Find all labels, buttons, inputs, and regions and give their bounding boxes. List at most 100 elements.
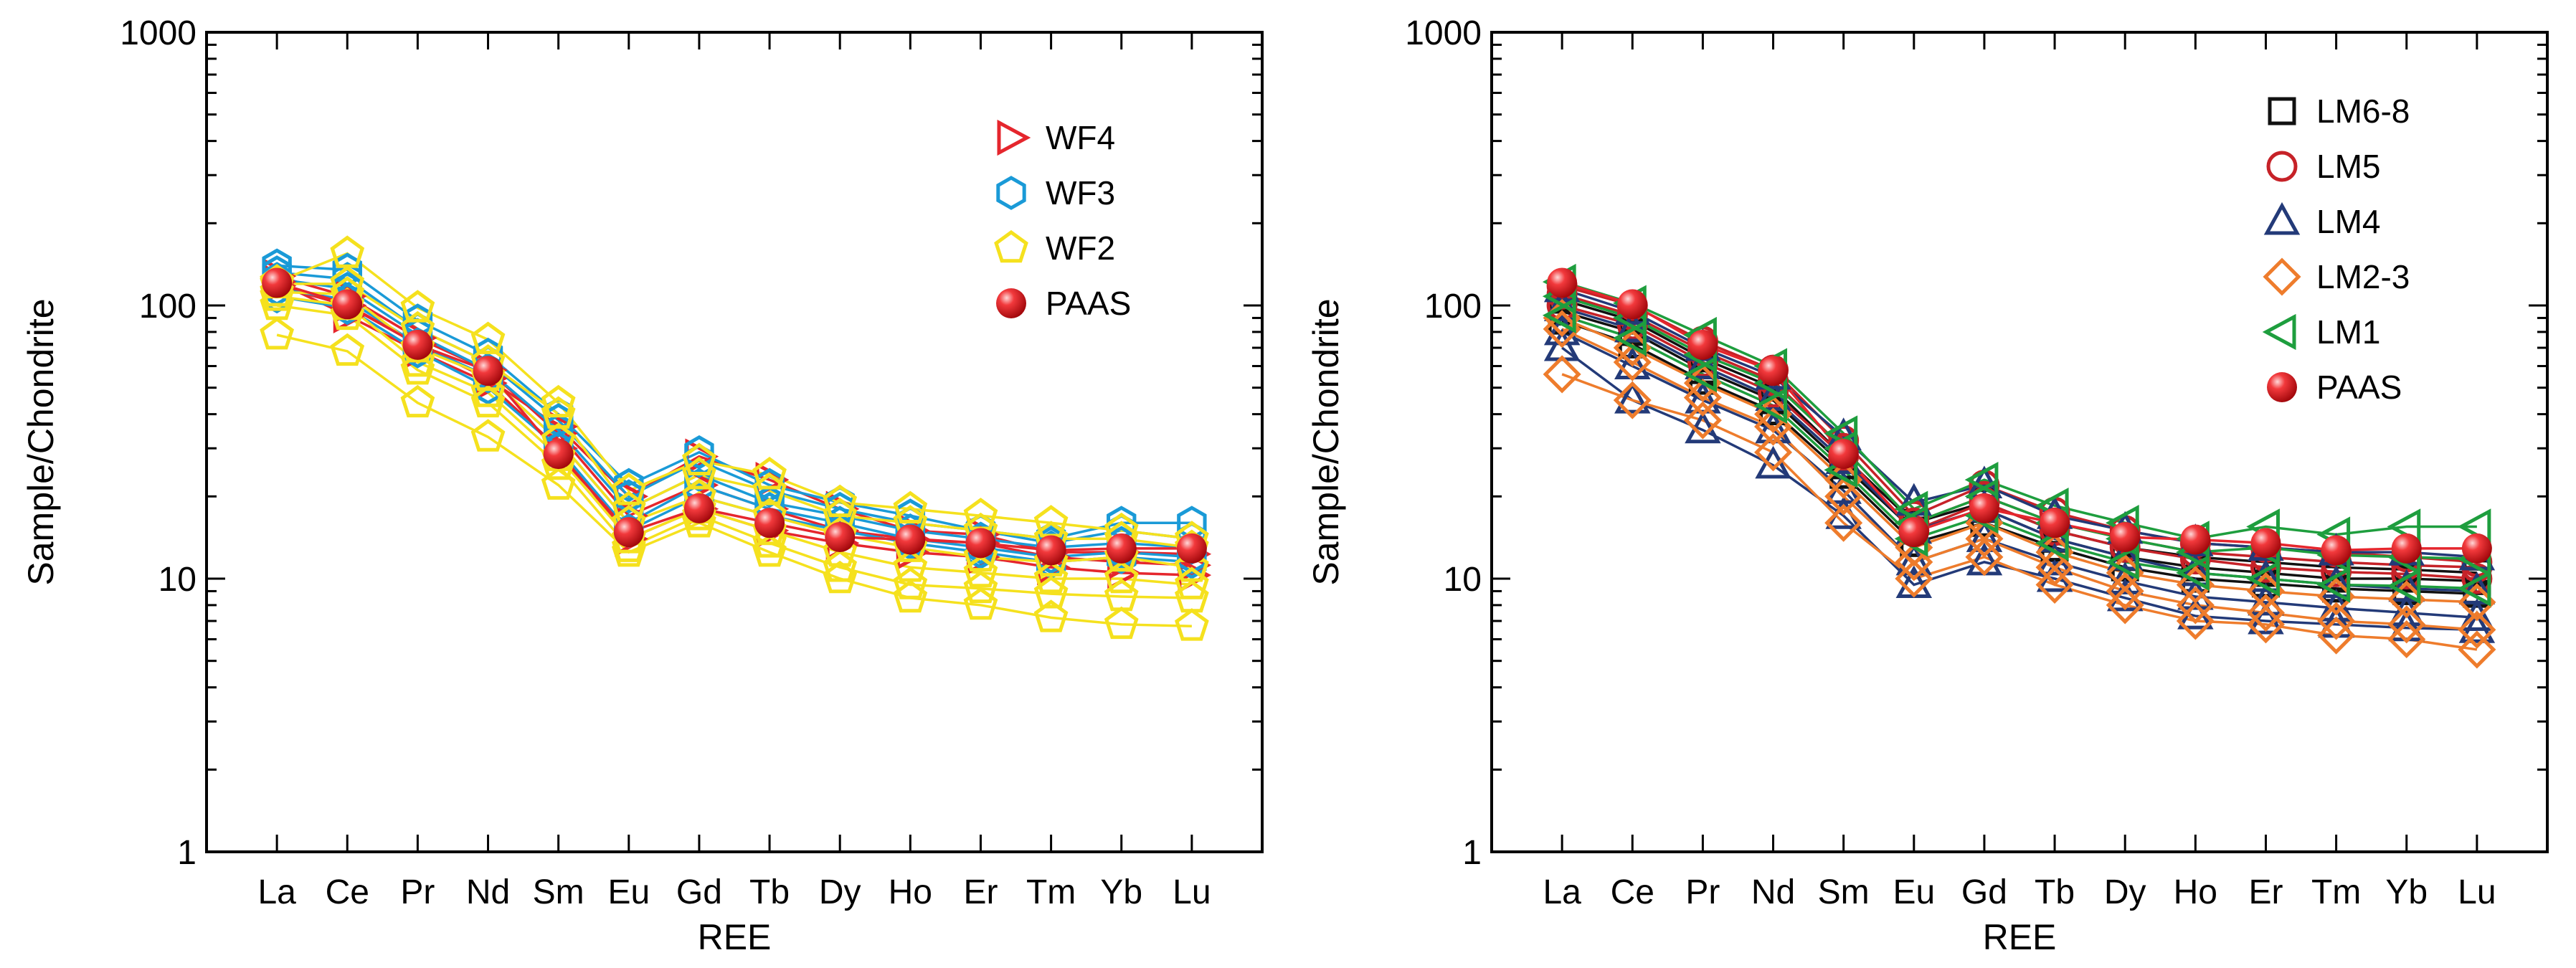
data-point-lm4-ce bbox=[1614, 380, 1651, 414]
data-point-wf2-nd bbox=[470, 384, 506, 418]
data-point-lm1-ce bbox=[1612, 320, 1647, 356]
y-tick-label: 1 bbox=[177, 834, 196, 872]
data-point-wf2-er bbox=[963, 554, 998, 588]
legend-label-paas: PAAS bbox=[2316, 369, 2402, 406]
data-point-wf2-tm bbox=[1033, 560, 1069, 594]
data-point-paas-tb bbox=[754, 508, 785, 538]
legend-marker-lm1 bbox=[2262, 313, 2296, 351]
legend-marker-wf4 bbox=[997, 119, 1031, 156]
x-tick-label-ce: Ce bbox=[326, 873, 369, 911]
data-point-wf3-gd bbox=[684, 435, 714, 470]
data-point-paas-gd bbox=[1969, 493, 1999, 523]
x-tick-label-gd: Gd bbox=[676, 873, 722, 911]
legend-label-wf2: WF2 bbox=[1046, 229, 1115, 267]
legend-marker-wf2 bbox=[994, 229, 1028, 263]
data-point-wf2-ho bbox=[893, 490, 928, 524]
data-point-paas-tb bbox=[2040, 508, 2070, 538]
legend-marker-paas bbox=[996, 288, 1026, 318]
data-point-wf2-dy bbox=[823, 484, 858, 518]
data-point-lm2-3-gd bbox=[1965, 538, 2004, 576]
data-point-lm2-3-sm bbox=[1824, 503, 1863, 542]
data-point-wf2-lu bbox=[1175, 566, 1209, 599]
x-axis-title: REE bbox=[1983, 917, 2057, 957]
x-tick-label-tm: Tm bbox=[2311, 873, 2361, 911]
data-point-lm4-lu bbox=[2458, 598, 2496, 631]
x-tick-label-er: Er bbox=[963, 873, 998, 911]
data-point-paas-ho bbox=[895, 524, 926, 555]
data-point-paas-ce bbox=[332, 289, 363, 320]
data-point-wf2-yb bbox=[1104, 560, 1139, 594]
x-tick-label-er: Er bbox=[2248, 873, 2283, 911]
legend-label-lm6-8: LM6-8 bbox=[2316, 92, 2410, 130]
x-tick-label-dy: Dy bbox=[819, 873, 861, 911]
data-point-paas-nd bbox=[1758, 356, 1789, 386]
legend-label-paas: PAAS bbox=[1046, 285, 1131, 322]
data-point-lm1-nd bbox=[1753, 387, 1788, 424]
data-point-wf2-ho bbox=[893, 566, 928, 599]
data-point-paas-er bbox=[2250, 528, 2281, 559]
legend-label-lm5: LM5 bbox=[2316, 148, 2380, 185]
y-axis-title: Sample/Chondrite bbox=[1306, 298, 1346, 585]
data-point-paas-sm bbox=[543, 439, 574, 470]
data-point-lm2-3-tb bbox=[2035, 565, 2074, 604]
data-point-lm1-la bbox=[1542, 297, 1576, 333]
legend-marker-lm2-3 bbox=[2263, 257, 2301, 296]
chart-panel-2: 1 10 100 1000 La Ce Pr Nd Sm Eu Gd Tb Dy Ho Er Tm Yb Lu RE… bbox=[1306, 14, 2549, 957]
data-point-lm4-er bbox=[2248, 601, 2284, 635]
legend-label-wf4: WF4 bbox=[1046, 119, 1115, 156]
y-axis-title: Sample/Chondrite bbox=[21, 298, 61, 585]
x-tick-label-la: La bbox=[257, 873, 296, 911]
data-point-wf2-dy bbox=[823, 549, 858, 582]
data-point-lm2-3-tb bbox=[2035, 548, 2074, 587]
x-tick-label-lu: Lu bbox=[1173, 873, 1211, 911]
data-point-lm4-pr bbox=[1685, 346, 1721, 380]
legend-marker-lm4 bbox=[2263, 201, 2301, 235]
data-point-wf2-tb bbox=[752, 457, 787, 490]
y-tick-label: 10 bbox=[158, 561, 196, 599]
data-point-lm2-3-yb bbox=[2387, 605, 2426, 644]
data-point-wf3-eu bbox=[614, 468, 644, 503]
data-point-paas-pr bbox=[402, 329, 433, 360]
x-tick-label-pr: Pr bbox=[1685, 873, 1720, 911]
data-point-lm2-3-sm bbox=[1824, 477, 1863, 516]
legend-label-lm2-3: LM2-3 bbox=[2316, 258, 2410, 295]
legend-label-wf3: WF3 bbox=[1046, 174, 1115, 212]
data-point-lm2-3-pr bbox=[1683, 401, 1722, 440]
data-point-paas-pr bbox=[1687, 329, 1718, 360]
data-point-paas-nd bbox=[473, 356, 503, 386]
data-point-wf2-gd bbox=[682, 442, 716, 475]
data-point-paas-tm bbox=[2321, 535, 2352, 566]
data-point-paas-dy bbox=[825, 521, 856, 552]
data-point-wf2-ho bbox=[893, 579, 928, 613]
plot-frame bbox=[205, 31, 1264, 853]
x-tick-label-sm: Sm bbox=[533, 873, 584, 911]
data-point-wf2-la bbox=[260, 317, 294, 350]
data-point-wf2-pr bbox=[400, 290, 435, 323]
x-tick-label-tm: Tm bbox=[1026, 873, 1076, 911]
data-point-lm2-3-lu bbox=[2458, 610, 2496, 649]
legend-marker-paas bbox=[2267, 372, 2297, 402]
data-point-lm2-3-tm bbox=[2317, 602, 2356, 640]
data-point-wf2-pr bbox=[400, 344, 435, 377]
data-point-paas-er bbox=[965, 528, 996, 559]
data-point-lm2-3-la bbox=[1543, 355, 1581, 394]
data-point-lm2-3-ho bbox=[2176, 586, 2215, 625]
data-point-paas-ce bbox=[1617, 289, 1648, 320]
y-tick-label: 1000 bbox=[1405, 14, 1482, 52]
data-point-wf2-yb bbox=[1104, 606, 1139, 640]
data-point-wf2-er bbox=[963, 570, 998, 604]
data-point-wf2-tm bbox=[1033, 576, 1069, 609]
legend-label-lm1: LM1 bbox=[2316, 313, 2380, 351]
x-axis-title: REE bbox=[698, 917, 772, 957]
data-point-paas-lu bbox=[1176, 533, 1207, 564]
data-point-wf2-lu bbox=[1175, 608, 1209, 641]
y-tick-label: 1 bbox=[1462, 834, 1482, 872]
data-point-lm1-ho bbox=[2176, 554, 2210, 592]
data-point-wf2-er bbox=[963, 587, 998, 620]
data-point-wf2-tm bbox=[1033, 599, 1069, 632]
x-tick-label-sm: Sm bbox=[1818, 873, 1870, 911]
data-point-paas-yb bbox=[1106, 533, 1137, 564]
x-tick-label-pr: Pr bbox=[400, 873, 435, 911]
data-point-lm2-3-lu bbox=[2458, 630, 2496, 669]
x-tick-label-dy: Dy bbox=[2104, 873, 2146, 911]
